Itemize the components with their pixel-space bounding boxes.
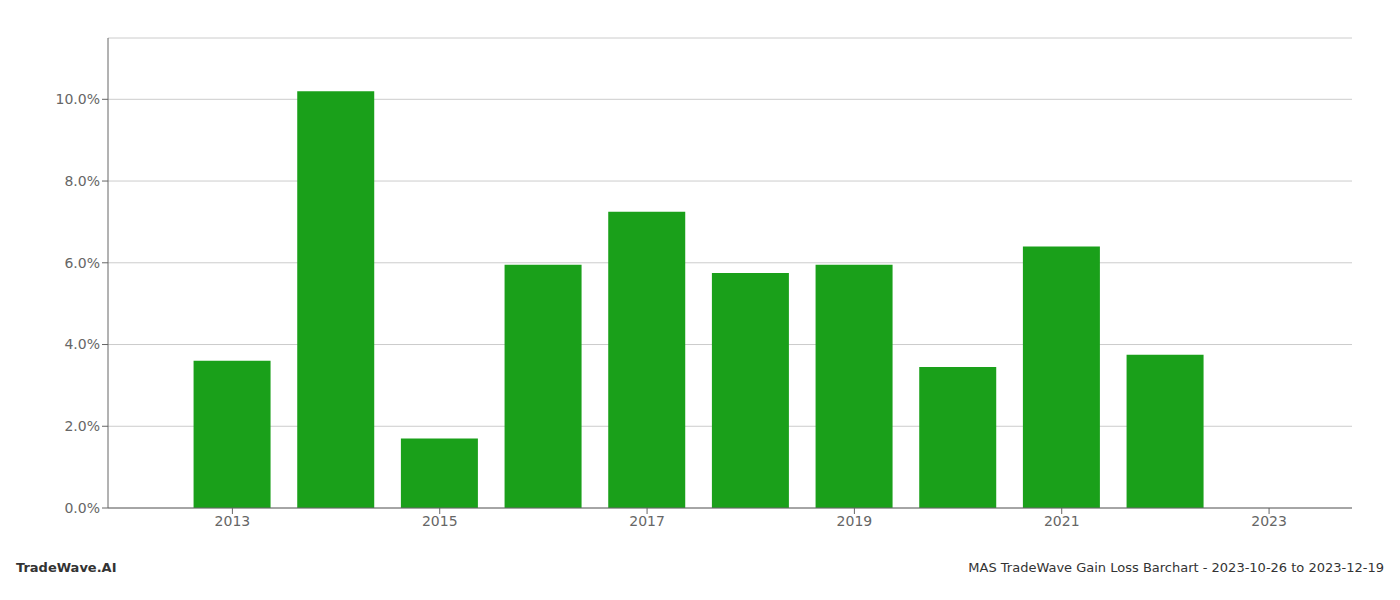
html-text:TradeWave.AI: TradeWave.AI xyxy=(16,560,117,575)
svg-text:2013: 2013 xyxy=(215,513,251,529)
svg-text:6.0%: 6.0% xyxy=(64,255,100,271)
svg-text:2.0%: 2.0% xyxy=(64,418,100,434)
svg-text:2019: 2019 xyxy=(837,513,873,529)
svg-text:10.0%: 10.0% xyxy=(56,91,100,107)
svg-text:8.0%: 8.0% xyxy=(64,173,100,189)
svg-text:0.0%: 0.0% xyxy=(64,500,100,516)
svg-text:4.0%: 4.0% xyxy=(64,336,100,352)
html-text:MAS TradeWave Gain Loss Barcha: MAS TradeWave Gain Loss Barchart - 2023-… xyxy=(968,560,1384,575)
svg-text:2023: 2023 xyxy=(1251,513,1287,529)
svg-text:2021: 2021 xyxy=(1044,513,1080,529)
svg-text:2015: 2015 xyxy=(422,513,458,529)
svg-text:2017: 2017 xyxy=(629,513,665,529)
